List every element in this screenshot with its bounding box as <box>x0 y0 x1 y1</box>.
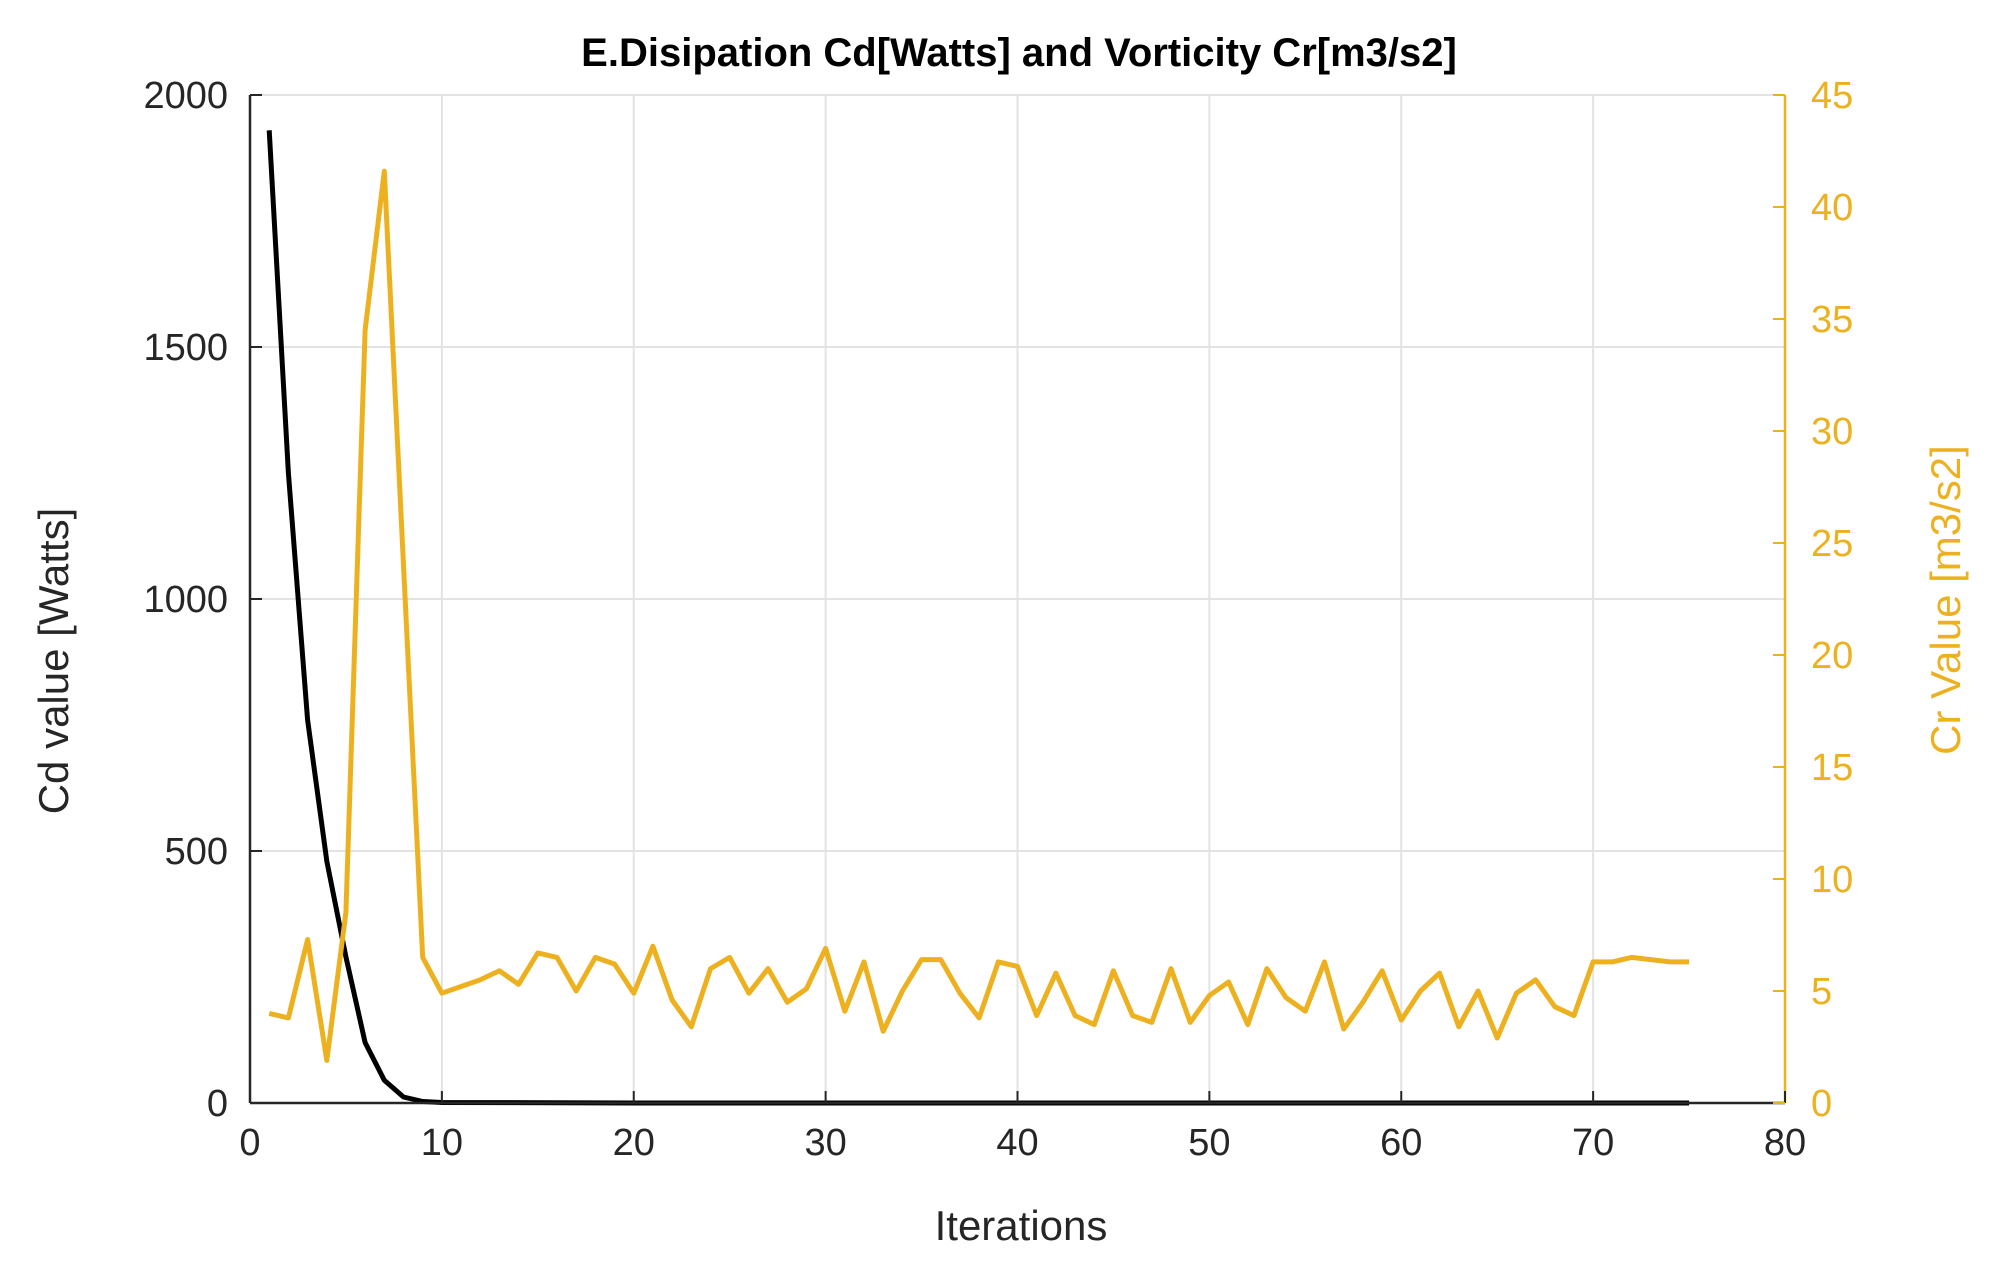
chart-title: E.Disipation Cd[Watts] and Vorticity Cr[… <box>581 31 1457 75</box>
tick-layer: 0 10 20 30 40 50 60 70 8005001000150020000510152… <box>143 75 1853 1164</box>
x-tick-label-50: 50 <box>1188 1122 1230 1164</box>
y-left-tick-label-1000: 1000 <box>143 579 228 621</box>
x-tick-label-60: 60 <box>1380 1122 1422 1164</box>
y-right-tick-label-15: 15 <box>1811 747 1853 789</box>
y-right-tick-label-25: 25 <box>1811 523 1853 565</box>
y-left-tick-label-2000: 2000 <box>143 75 228 117</box>
series-line-cr <box>268 168 1690 1063</box>
grid-layer <box>249 94 1786 1104</box>
y-left-tick-label-1500: 1500 <box>143 327 228 369</box>
x-axis-label: Iterations <box>935 1202 1108 1249</box>
y-right-tick-label-5: 5 <box>1811 971 1832 1013</box>
x-tick-label-20: 20 <box>613 1122 655 1164</box>
x-tick-label-0: 0 <box>239 1122 260 1164</box>
y-right-tick-label-45: 45 <box>1811 75 1853 117</box>
y-left-tick-label-500: 500 <box>165 831 228 873</box>
y-axis-right-label: Cr Value [m3/s2] <box>1922 445 1969 755</box>
y-right-tick-label-10: 10 <box>1811 859 1853 901</box>
y-left-tick-label-0: 0 <box>207 1083 228 1125</box>
x-tick-label-40: 40 <box>996 1122 1038 1164</box>
y-right-tick-label-40: 40 <box>1811 187 1853 229</box>
y-right-tick-label-20: 20 <box>1811 635 1853 677</box>
y-right-tick-label-35: 35 <box>1811 299 1853 341</box>
y-right-tick-label-30: 30 <box>1811 411 1853 453</box>
x-tick-label-80: 80 <box>1764 1122 1806 1164</box>
y-right-tick-label-0: 0 <box>1811 1083 1832 1125</box>
x-tick-label-70: 70 <box>1572 1122 1614 1164</box>
x-tick-label-30: 30 <box>804 1122 846 1164</box>
y-axis-left-label: Cd value [Watts] <box>30 508 77 815</box>
x-tick-label-10: 10 <box>421 1122 463 1164</box>
